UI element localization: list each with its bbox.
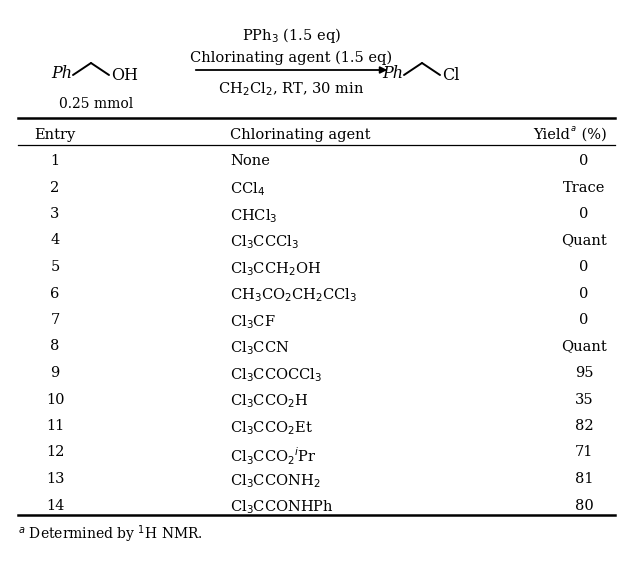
- Text: 0: 0: [579, 313, 589, 327]
- Text: 82: 82: [575, 419, 593, 433]
- Text: CH$_3$CO$_2$CH$_2$CCl$_3$: CH$_3$CO$_2$CH$_2$CCl$_3$: [230, 286, 357, 304]
- Text: Cl$_3$CCO$_2$Et: Cl$_3$CCO$_2$Et: [230, 419, 313, 437]
- Text: OH: OH: [111, 67, 138, 84]
- Text: Cl$_3$CCO$_2$$^i$Pr: Cl$_3$CCO$_2$$^i$Pr: [230, 445, 316, 467]
- Text: 0.25 mmol: 0.25 mmol: [59, 97, 133, 111]
- Text: 7: 7: [51, 313, 60, 327]
- Text: 8: 8: [50, 340, 60, 354]
- Text: PPh$_3$ (1.5 eq): PPh$_3$ (1.5 eq): [242, 26, 341, 45]
- Text: 1: 1: [51, 154, 60, 168]
- Text: 81: 81: [575, 472, 593, 486]
- Text: Cl$_3$CCOCCl$_3$: Cl$_3$CCOCCl$_3$: [230, 366, 322, 384]
- Text: 0: 0: [579, 286, 589, 301]
- Text: 2: 2: [51, 180, 60, 194]
- Text: Cl$_3$CCONHPh: Cl$_3$CCONHPh: [230, 498, 334, 516]
- Text: 4: 4: [51, 233, 60, 247]
- Text: CH$_2$Cl$_2$, RT, 30 min: CH$_2$Cl$_2$, RT, 30 min: [218, 80, 365, 98]
- Text: 0: 0: [579, 154, 589, 168]
- Text: Cl$_3$CCCl$_3$: Cl$_3$CCCl$_3$: [230, 233, 299, 251]
- Text: 12: 12: [46, 445, 64, 459]
- Text: Quant: Quant: [561, 340, 607, 354]
- Text: 10: 10: [46, 393, 65, 406]
- Text: 0: 0: [579, 260, 589, 274]
- Text: (%): (%): [577, 128, 607, 142]
- Text: Cl$_3$CCN: Cl$_3$CCN: [230, 340, 289, 357]
- Text: Cl$_3$CCO$_2$H: Cl$_3$CCO$_2$H: [230, 393, 308, 410]
- Text: Quant: Quant: [561, 233, 607, 247]
- Text: 3: 3: [50, 207, 60, 221]
- Text: Cl$_3$CCONH$_2$: Cl$_3$CCONH$_2$: [230, 472, 320, 490]
- Text: 11: 11: [46, 419, 64, 433]
- Text: None: None: [230, 154, 270, 168]
- Text: 6: 6: [50, 286, 60, 301]
- Text: 95: 95: [575, 366, 593, 380]
- Text: 35: 35: [575, 393, 593, 406]
- Text: 14: 14: [46, 498, 64, 512]
- Text: Ph: Ph: [382, 64, 403, 81]
- Text: 5: 5: [51, 260, 60, 274]
- Text: 13: 13: [46, 472, 65, 486]
- Text: Chlorinating agent: Chlorinating agent: [230, 128, 370, 142]
- Text: Yield: Yield: [533, 128, 570, 142]
- Text: 9: 9: [51, 366, 60, 380]
- Text: $^a$ Determined by $^1$H NMR.: $^a$ Determined by $^1$H NMR.: [18, 523, 203, 545]
- Text: CHCl$_3$: CHCl$_3$: [230, 207, 278, 225]
- Text: Cl$_3$CF: Cl$_3$CF: [230, 313, 276, 331]
- Text: Trace: Trace: [563, 180, 605, 194]
- Text: CCl$_4$: CCl$_4$: [230, 180, 265, 198]
- Text: 71: 71: [575, 445, 593, 459]
- Text: 0: 0: [579, 207, 589, 221]
- Text: Entry: Entry: [34, 128, 75, 142]
- Text: Chlorinating agent (1.5 eq): Chlorinating agent (1.5 eq): [191, 51, 392, 65]
- Text: 80: 80: [575, 498, 593, 512]
- Text: $^a$: $^a$: [570, 125, 577, 138]
- Text: Cl$_3$CCH$_2$OH: Cl$_3$CCH$_2$OH: [230, 260, 321, 278]
- Text: Cl: Cl: [442, 67, 460, 84]
- Text: Ph: Ph: [51, 64, 72, 81]
